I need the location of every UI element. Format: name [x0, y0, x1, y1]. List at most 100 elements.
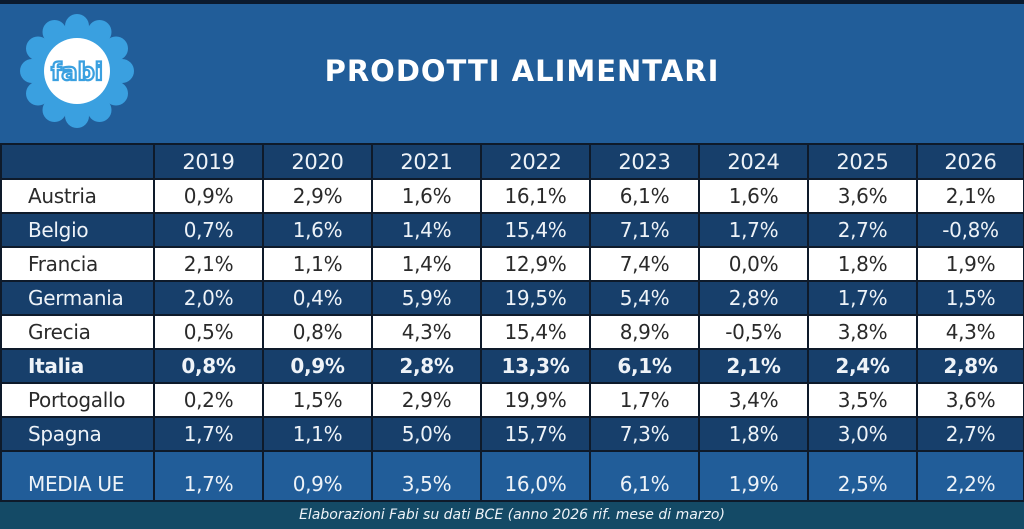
cell: 1,9% [698, 450, 809, 502]
column-header-2024: 2024 [698, 143, 809, 180]
cell: 2,1% [153, 246, 264, 282]
cell: 1,4% [371, 246, 482, 282]
cell: 2,9% [371, 382, 482, 418]
cell: 0,0% [698, 246, 809, 282]
cell: 6,1% [589, 450, 700, 502]
logo-text: fabi [51, 58, 103, 86]
cell: -0,8% [916, 212, 1024, 248]
cell: 16,0% [480, 450, 591, 502]
fabi-logo-icon: fabi [20, 14, 134, 128]
cell: 0,9% [262, 348, 373, 384]
cell: 2,2% [916, 450, 1024, 502]
cell: 2,9% [262, 178, 373, 214]
cell: 1,1% [262, 416, 373, 452]
column-header-2022: 2022 [480, 143, 591, 180]
cell: 15,4% [480, 212, 591, 248]
cell: 3,5% [371, 450, 482, 502]
cell: 4,3% [916, 314, 1024, 350]
cell: 2,4% [807, 348, 918, 384]
cell: 1,6% [698, 178, 809, 214]
table-row-spagna: Spagna 1,7% 1,1% 5,0% 15,7% 7,3% 1,8% 3,… [0, 416, 1024, 452]
cell: 1,7% [589, 382, 700, 418]
top-border [0, 0, 1024, 4]
cell: 5,9% [371, 280, 482, 316]
cell: 1,7% [698, 212, 809, 248]
cell: 16,1% [480, 178, 591, 214]
cell: 2,5% [807, 450, 918, 502]
cell: 3,6% [916, 382, 1024, 418]
column-header-2026: 2026 [916, 143, 1024, 180]
column-header-blank [0, 143, 155, 180]
row-label: Germania [0, 280, 155, 316]
cell: 0,9% [153, 178, 264, 214]
cell: 1,7% [807, 280, 918, 316]
row-label: MEDIA UE [0, 450, 155, 502]
cell: 8,9% [589, 314, 700, 350]
cell: 0,8% [262, 314, 373, 350]
page-title: PRODOTTI ALIMENTARI [324, 54, 720, 88]
cell: 7,3% [589, 416, 700, 452]
header-banner: fabi PRODOTTI ALIMENTARI [0, 4, 1024, 143]
row-label: Grecia [0, 314, 155, 350]
header-row: 2019 2020 2021 2022 2023 2024 2025 2026 [0, 143, 1024, 180]
column-header-2019: 2019 [153, 143, 264, 180]
cell: 0,9% [262, 450, 373, 502]
cell: 7,1% [589, 212, 700, 248]
cell: 1,8% [698, 416, 809, 452]
cell: 19,5% [480, 280, 591, 316]
cell: 5,4% [589, 280, 700, 316]
cell: 2,1% [698, 348, 809, 384]
cell: 6,1% [589, 348, 700, 384]
cell: 1,7% [153, 450, 264, 502]
table-row-belgio: Belgio 0,7% 1,6% 1,4% 15,4% 7,1% 1,7% 2,… [0, 212, 1024, 248]
cell: 19,9% [480, 382, 591, 418]
inflation-table: 2019 2020 2021 2022 2023 2024 2025 2026 … [0, 143, 1024, 502]
table-row-grecia: Grecia 0,5% 0,8% 4,3% 15,4% 8,9% -0,5% 3… [0, 314, 1024, 350]
cell: 15,7% [480, 416, 591, 452]
cell: 2,8% [916, 348, 1024, 384]
cell: 3,5% [807, 382, 918, 418]
cell: 1,5% [262, 382, 373, 418]
cell: 2,0% [153, 280, 264, 316]
cell: 12,9% [480, 246, 591, 282]
row-label: Italia [0, 348, 155, 384]
cell: 1,7% [153, 416, 264, 452]
cell: -0,5% [698, 314, 809, 350]
table-row-austria: Austria 0,9% 2,9% 1,6% 16,1% 6,1% 1,6% 3… [0, 178, 1024, 214]
cell: 13,3% [480, 348, 591, 384]
column-header-2021: 2021 [371, 143, 482, 180]
cell: 0,8% [153, 348, 264, 384]
cell: 0,4% [262, 280, 373, 316]
cell: 0,7% [153, 212, 264, 248]
column-header-2020: 2020 [262, 143, 373, 180]
row-label: Belgio [0, 212, 155, 248]
table-row-portogallo: Portogallo 0,2% 1,5% 2,9% 19,9% 1,7% 3,4… [0, 382, 1024, 418]
cell: 2,8% [371, 348, 482, 384]
table-row-media-ue: MEDIA UE 1,7% 0,9% 3,5% 16,0% 6,1% 1,9% … [0, 450, 1024, 502]
cell: 1,6% [371, 178, 482, 214]
cell: 3,4% [698, 382, 809, 418]
row-label: Spagna [0, 416, 155, 452]
cell: 3,0% [807, 416, 918, 452]
cell: 1,4% [371, 212, 482, 248]
table-row-francia: Francia 2,1% 1,1% 1,4% 12,9% 7,4% 0,0% 1… [0, 246, 1024, 282]
cell: 2,8% [698, 280, 809, 316]
cell: 1,1% [262, 246, 373, 282]
cell: 3,6% [807, 178, 918, 214]
cell: 7,4% [589, 246, 700, 282]
cell: 2,7% [916, 416, 1024, 452]
cell: 1,5% [916, 280, 1024, 316]
column-header-2023: 2023 [589, 143, 700, 180]
row-label: Austria [0, 178, 155, 214]
cell: 1,8% [807, 246, 918, 282]
cell: 2,1% [916, 178, 1024, 214]
table-row-germania: Germania 2,0% 0,4% 5,9% 19,5% 5,4% 2,8% … [0, 280, 1024, 316]
row-label: Francia [0, 246, 155, 282]
cell: 1,6% [262, 212, 373, 248]
row-label: Portogallo [0, 382, 155, 418]
cell: 3,8% [807, 314, 918, 350]
table-row-italia: Italia 0,8% 0,9% 2,8% 13,3% 6,1% 2,1% 2,… [0, 348, 1024, 384]
cell: 15,4% [480, 314, 591, 350]
cell: 5,0% [371, 416, 482, 452]
source-note: Elaborazioni Fabi su dati BCE (anno 2026… [0, 502, 1024, 529]
